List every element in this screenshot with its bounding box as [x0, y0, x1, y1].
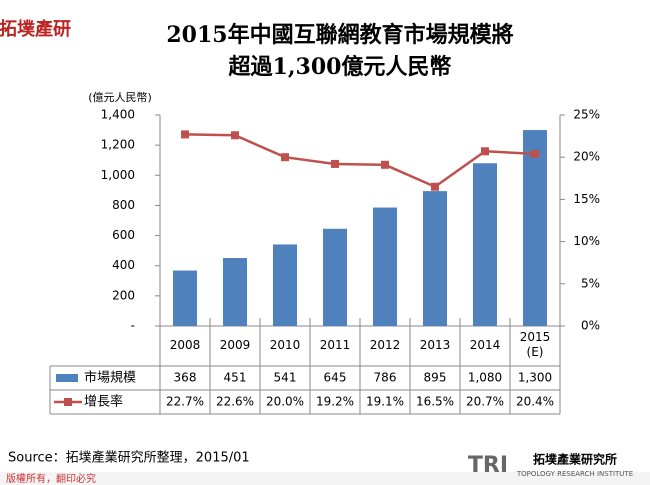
bar — [323, 228, 347, 326]
institute-en: TOPOLOGY RESEARCH INSTITUTE — [516, 470, 633, 478]
table-value: 645 — [324, 371, 347, 385]
table-value: 20.0% — [266, 395, 304, 409]
y-axis-label: (億元人民幣) — [88, 91, 152, 104]
line — [184, 133, 536, 189]
y-tick-label: 1,000 — [101, 168, 135, 182]
table-value: 368 — [174, 371, 197, 385]
y2-tick-label: 10% — [573, 234, 600, 248]
marker — [431, 182, 439, 191]
logo-box — [4, 4, 66, 54]
institute: 拓墣產業研究所 — [533, 452, 617, 467]
logo: 拓墣產研 — [0, 18, 71, 40]
marker — [231, 131, 239, 140]
table-value: 786 — [374, 371, 397, 385]
x-tick-label: 2011 — [319, 338, 351, 352]
y2-tick-label: 25% — [573, 108, 600, 122]
table-value: 19.2% — [316, 395, 354, 409]
bar — [173, 270, 197, 326]
marker — [381, 160, 389, 169]
table-value: 22.7% — [166, 395, 204, 409]
legend-marker — [64, 398, 72, 406]
y-tick-label: 600 — [112, 228, 135, 242]
table-value: 19.1% — [366, 395, 404, 409]
table-value: 1,080 — [468, 371, 502, 385]
y-tick-label: 800 — [112, 198, 135, 212]
copyright: 版權所有，翻印必究 — [6, 472, 96, 485]
bar — [523, 130, 547, 326]
x-tick-label: 2012 — [369, 338, 401, 352]
y2-tick-label: 20% — [573, 150, 600, 164]
table-value: 22.6% — [216, 395, 254, 409]
x-tick-label: 2009 — [219, 338, 251, 352]
table-value: 451 — [224, 371, 247, 385]
table-value: 1,300 — [518, 371, 552, 385]
y-tick-label: 1,200 — [101, 138, 135, 152]
x-tick-label: 2008 — [169, 338, 201, 352]
bar — [473, 163, 497, 326]
marker — [181, 130, 189, 139]
y2-tick-label: 5% — [581, 276, 600, 290]
y-tick-label: 400 — [112, 258, 135, 272]
marker — [531, 149, 539, 158]
marker — [481, 147, 489, 156]
marker — [331, 159, 339, 168]
title: 2015年中國互聯網教育市場規模將 — [166, 22, 513, 48]
table-value: 20.7% — [466, 395, 504, 409]
y-tick-label: 1,400 — [101, 108, 135, 122]
bar — [273, 244, 297, 326]
table-value: 20.4% — [516, 395, 554, 409]
x-tick-label: 2010 — [269, 338, 301, 352]
bar — [373, 207, 397, 326]
marker — [281, 153, 289, 162]
legend-swatch — [56, 374, 78, 382]
footer-bar — [0, 472, 650, 485]
title: 超過1,300億元人民幣 — [229, 54, 452, 80]
bar — [423, 191, 447, 326]
source: Source：拓墣產業研究所整理，2015/01 — [8, 450, 250, 466]
x-tick-label: 2014 — [469, 338, 501, 352]
y2-tick-label: 0% — [581, 319, 600, 333]
table-value: 895 — [424, 371, 447, 385]
x-tick-label: 2015 (E) — [519, 330, 551, 359]
y-tick-label: - — [131, 319, 135, 333]
bar — [223, 258, 247, 326]
table-value: 16.5% — [416, 395, 454, 409]
y2-tick-label: 15% — [573, 192, 600, 206]
brand: TRI — [468, 453, 508, 478]
legend-label: 增長率 — [84, 394, 123, 410]
table-value: 541 — [274, 371, 297, 385]
x-tick-label: 2013 — [419, 338, 451, 352]
legend-label: 市場規模 — [84, 370, 136, 386]
y-tick-label: 200 — [112, 288, 135, 302]
